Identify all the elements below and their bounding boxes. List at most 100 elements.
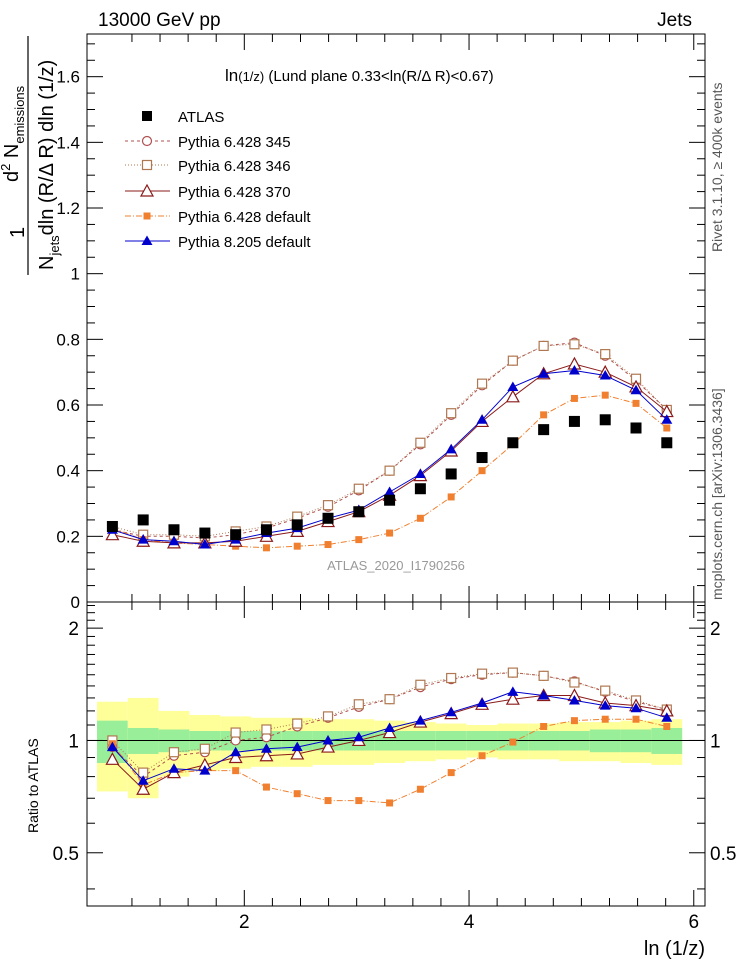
ratio-point-p370 xyxy=(136,781,151,795)
ratio-point-p8def xyxy=(538,689,550,700)
ratio-point-p8def xyxy=(384,722,396,732)
ratio-point-p346 xyxy=(415,679,426,690)
ratio-point-p8def xyxy=(599,700,611,710)
legend-marker-atlas xyxy=(142,111,152,121)
point-p6def xyxy=(324,541,332,549)
ylabel-den-n: N xyxy=(36,256,58,270)
watermark-label: ATLAS_2020_I1790256 xyxy=(327,558,465,573)
ratio-point-p8def xyxy=(260,743,272,753)
ratio-point-p346 xyxy=(353,699,364,710)
header-right-label: Jets xyxy=(657,10,692,31)
point-atlas xyxy=(568,415,580,427)
point-p370 xyxy=(505,389,520,403)
ratio-point-p6def xyxy=(478,752,486,760)
point-p6def xyxy=(355,536,363,544)
legend-entry-p370: Pythia 6.428 370 xyxy=(125,183,291,201)
ratio-point-p370 xyxy=(382,725,397,739)
ratio-y-tick-label-right: 1 xyxy=(710,731,721,752)
point-p8def xyxy=(507,381,519,391)
main-y-tick-label: 1.6 xyxy=(56,68,80,87)
legend-label-p346: Pythia 6.428 346 xyxy=(178,158,291,175)
point-p8def xyxy=(199,539,211,549)
title-rest: (Lund plane 0.33<ln(R/Δ R)<0.67) xyxy=(264,68,493,85)
x-tick-label: 6 xyxy=(688,912,699,933)
point-p346 xyxy=(384,465,395,476)
ratio-point-p8def xyxy=(507,686,519,696)
point-atlas xyxy=(445,468,457,480)
point-atlas xyxy=(230,529,242,541)
ratio-point-p6def xyxy=(632,715,640,723)
point-p8def xyxy=(445,443,457,454)
ylabel-bottom-part: Njetsdln (R/Δ R) dln (1/z) xyxy=(36,60,62,270)
point-atlas xyxy=(414,483,426,495)
ratio-point-p6def xyxy=(570,717,578,725)
ratio-point-p6def xyxy=(386,799,394,807)
point-p8def xyxy=(661,414,673,424)
ratio-point-p346 xyxy=(261,724,272,735)
ratio-point-p8def xyxy=(630,702,642,713)
ratio-axis-ticks xyxy=(87,602,705,906)
ratio-point-p8def xyxy=(661,712,673,722)
ratio-point-p6def xyxy=(601,715,609,723)
ratio-panel: 0.5 0.5 1 1 2 2 2 4 6 Ratio to ATLAS ln (1/z) xyxy=(25,601,736,960)
ratio-y-tick-label-right: 0.5 xyxy=(710,844,736,865)
ratio-y-axis-label: Ratio to ATLAS xyxy=(25,738,41,833)
series-p346 xyxy=(107,339,672,542)
series-line-p8def xyxy=(112,369,668,546)
legend: ATLAS Pythia 6.428 345 Pythia 6.428 346 … xyxy=(125,109,311,251)
legend-marker-p345 xyxy=(141,135,153,147)
point-p8def xyxy=(599,369,611,380)
main-y-tick-labels: 0 0.2 0.4 0.6 0.8 1 1.2 1.4 1.6 xyxy=(56,68,80,612)
point-p8def xyxy=(414,468,426,478)
ratio-point-p346 xyxy=(446,672,457,684)
legend-entry-p8def: Pythia 8.205 default xyxy=(125,234,311,251)
point-atlas xyxy=(291,519,303,531)
point-p8def xyxy=(568,365,580,375)
legend-marker-p370 xyxy=(139,183,155,197)
ratio-point-p6def xyxy=(447,769,455,777)
ratio-point-p8def xyxy=(568,694,580,705)
point-atlas xyxy=(199,527,211,539)
point-p346 xyxy=(446,408,457,419)
ratio-y-tick-label: 2 xyxy=(68,619,79,640)
ylabel-den-rest: dln (R/Δ R) dln (1/z) xyxy=(36,60,58,236)
ratio-point-p6def xyxy=(262,783,270,791)
point-atlas xyxy=(322,512,334,524)
ratio-point-p370 xyxy=(259,748,274,762)
series-p345 xyxy=(107,337,672,544)
point-atlas xyxy=(260,524,272,536)
ratio-point-p8def xyxy=(353,731,365,742)
point-p6def xyxy=(540,411,548,419)
legend-label-p6def: Pythia 6.428 default xyxy=(178,209,311,226)
legend-marker-p8def xyxy=(141,235,153,245)
ratio-point-p8def xyxy=(168,763,180,773)
legend-entry-p6def: Pythia 6.428 default xyxy=(125,209,311,226)
main-panel: 0 0.2 0.4 0.6 0.8 1 1.2 1.4 1.6 ln(1/z) (Lund pl… xyxy=(0,33,706,612)
point-p346 xyxy=(507,355,518,366)
ratio-point-p346 xyxy=(538,670,549,681)
ratio-point-p346 xyxy=(292,718,303,729)
ratio-point-p6def xyxy=(324,797,332,805)
ratio-point-p346 xyxy=(384,694,395,705)
ylabel-sub: emissions xyxy=(12,85,27,143)
main-y-tick-label: 0.6 xyxy=(56,396,80,415)
ratio-point-p8def xyxy=(476,697,488,708)
point-p6def xyxy=(601,391,609,399)
ratio-point-p346 xyxy=(569,677,580,688)
ratio-point-p370 xyxy=(228,750,243,764)
legend-label-p370: Pythia 6.428 370 xyxy=(178,184,291,201)
ratio-point-p8def xyxy=(137,775,149,785)
ratio-point-p6def xyxy=(416,785,424,793)
point-atlas xyxy=(137,514,149,526)
series-p370 xyxy=(105,356,674,549)
main-y-tick-label: 1.2 xyxy=(56,199,80,218)
ratio-y-tick-label-right: 2 xyxy=(710,619,721,640)
ratio-series-p8def xyxy=(106,686,673,785)
point-atlas xyxy=(538,424,550,436)
legend-label-p8def: Pythia 8.205 default xyxy=(178,234,311,251)
point-p6def xyxy=(663,424,671,432)
ratio-point-p6def xyxy=(293,790,301,798)
point-atlas xyxy=(353,506,365,518)
point-atlas xyxy=(476,452,488,464)
